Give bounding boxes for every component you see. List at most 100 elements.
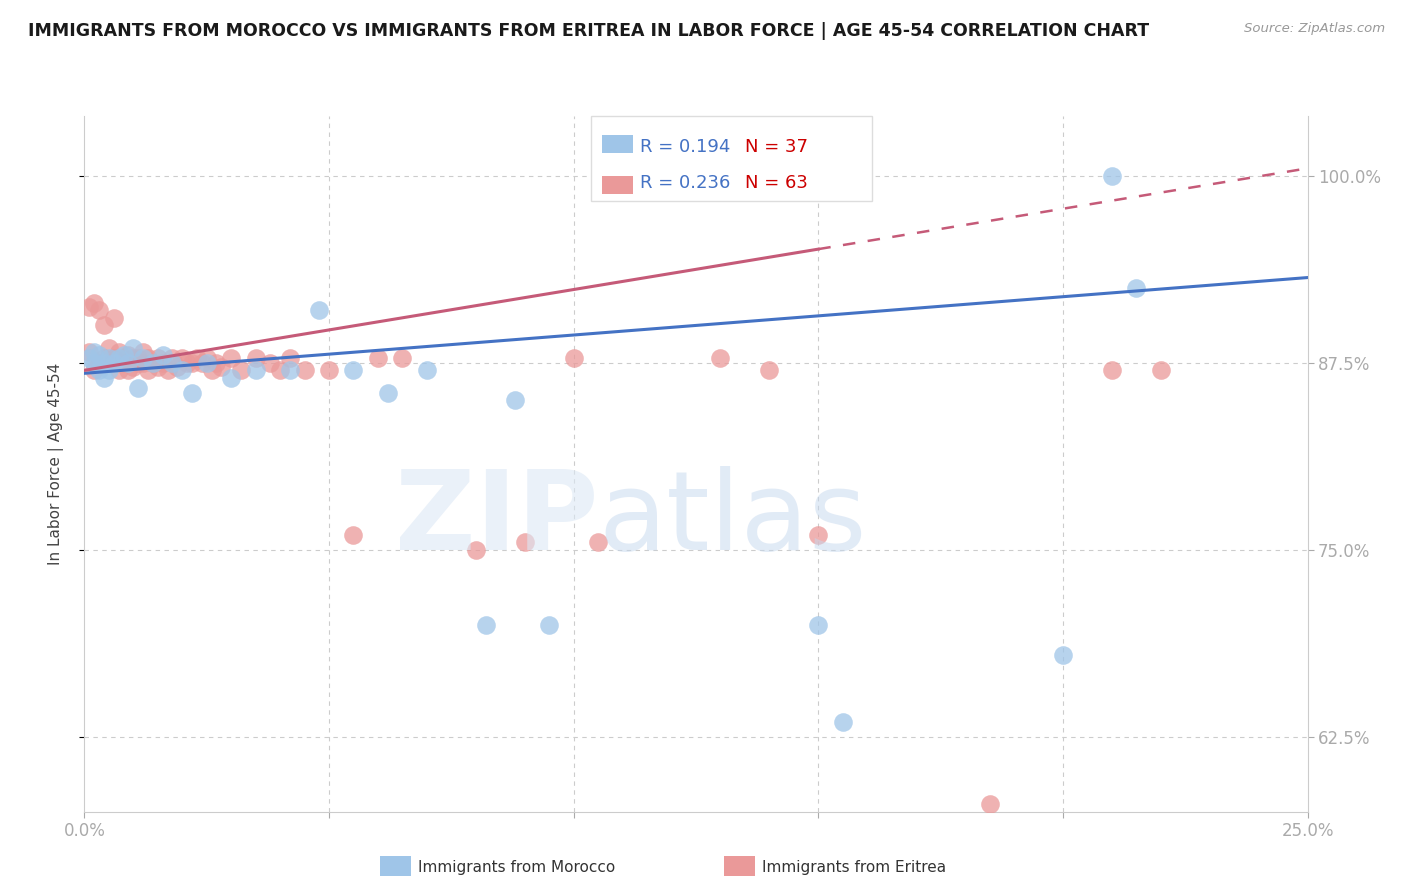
Point	[87, 363, 110, 377]
Point	[1052, 648, 1074, 662]
Text: R = 0.194: R = 0.194	[640, 138, 730, 156]
Point	[269, 363, 291, 377]
Point	[195, 351, 218, 366]
Point	[318, 363, 340, 377]
Point	[122, 341, 145, 355]
Point	[136, 351, 159, 366]
Point	[112, 356, 135, 370]
Point	[132, 345, 155, 359]
Point	[367, 351, 389, 366]
Point	[132, 351, 155, 366]
Point	[93, 318, 115, 333]
Point	[117, 356, 139, 370]
Point	[162, 356, 184, 370]
Point	[245, 351, 267, 366]
Point	[503, 393, 526, 408]
Point	[538, 617, 561, 632]
Point	[107, 363, 129, 377]
Point	[132, 356, 155, 370]
Point	[83, 363, 105, 377]
Text: Source: ZipAtlas.com: Source: ZipAtlas.com	[1244, 22, 1385, 36]
Point	[1125, 281, 1147, 295]
Point	[200, 363, 222, 377]
Point	[416, 363, 439, 377]
Text: ZIP: ZIP	[395, 466, 598, 573]
Point	[219, 351, 242, 366]
Point	[191, 356, 214, 370]
Point	[209, 360, 232, 375]
Point	[176, 356, 198, 370]
Point	[97, 341, 120, 355]
Point	[758, 363, 780, 377]
Point	[172, 351, 194, 366]
Point	[146, 351, 169, 366]
Text: Immigrants from Morocco: Immigrants from Morocco	[418, 860, 614, 874]
Point	[103, 356, 125, 370]
Point	[166, 360, 188, 375]
Text: R = 0.236: R = 0.236	[640, 174, 730, 192]
Point	[122, 351, 145, 366]
Point	[152, 356, 174, 370]
Point	[308, 303, 330, 318]
Point	[181, 356, 204, 370]
Point	[205, 356, 228, 370]
Point	[152, 348, 174, 362]
Point	[87, 303, 110, 318]
Point	[156, 363, 179, 377]
Point	[112, 348, 135, 362]
Point	[245, 363, 267, 377]
Point	[342, 363, 364, 377]
Point	[562, 351, 585, 366]
Point	[195, 356, 218, 370]
Point	[278, 363, 301, 377]
Point	[146, 360, 169, 375]
Text: N = 37: N = 37	[745, 138, 808, 156]
Point	[83, 345, 105, 359]
Point	[278, 351, 301, 366]
Point	[294, 363, 316, 377]
Point	[391, 351, 413, 366]
Y-axis label: In Labor Force | Age 45-54: In Labor Force | Age 45-54	[48, 363, 63, 565]
Point	[172, 363, 194, 377]
Point	[464, 542, 486, 557]
Point	[377, 385, 399, 400]
Text: atlas: atlas	[598, 466, 866, 573]
Point	[142, 356, 165, 370]
Point	[122, 360, 145, 375]
Point	[136, 363, 159, 377]
Point	[807, 528, 830, 542]
Point	[513, 535, 536, 549]
Point	[77, 345, 100, 359]
Point	[807, 617, 830, 632]
Point	[142, 356, 165, 370]
Point	[229, 363, 252, 377]
Text: N = 63: N = 63	[745, 174, 808, 192]
Point	[186, 351, 208, 366]
Point	[474, 617, 496, 632]
Point	[83, 356, 105, 370]
Point	[83, 296, 105, 310]
Point	[87, 348, 110, 362]
Point	[117, 363, 139, 377]
Text: Immigrants from Eritrea: Immigrants from Eritrea	[762, 860, 946, 874]
Point	[103, 310, 125, 325]
Point	[112, 351, 135, 366]
Point	[342, 528, 364, 542]
Point	[127, 356, 149, 370]
Point	[117, 348, 139, 362]
Point	[1101, 169, 1123, 183]
Point	[97, 356, 120, 370]
Point	[219, 371, 242, 385]
Point	[127, 351, 149, 366]
Point	[979, 797, 1001, 812]
Point	[831, 714, 853, 729]
Point	[93, 351, 115, 366]
Point	[93, 356, 115, 370]
Point	[181, 385, 204, 400]
Point	[87, 356, 110, 370]
Point	[127, 381, 149, 395]
Point	[93, 371, 115, 385]
Point	[103, 351, 125, 366]
Point	[97, 363, 120, 377]
Point	[1150, 363, 1173, 377]
